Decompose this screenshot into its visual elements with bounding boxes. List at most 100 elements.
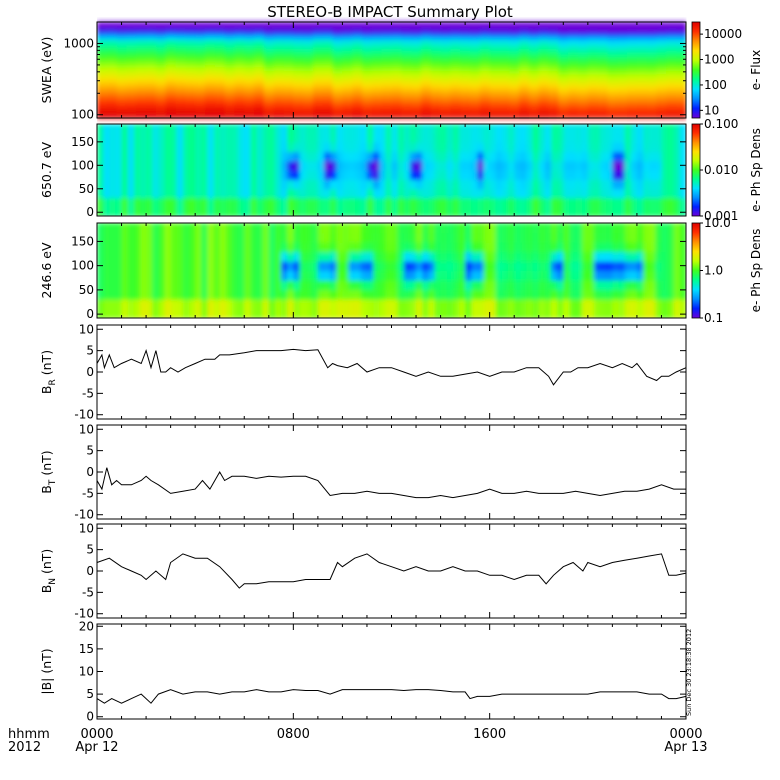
- panel-swea-cell: [401, 46, 412, 50]
- panel-pad246-cell: [287, 242, 294, 253]
- panel-pad246-cell: [446, 280, 454, 291]
- panel-pad650-cell: [115, 160, 123, 171]
- panel-swea-cell: [97, 100, 108, 105]
- panel-swea-cell: [460, 83, 471, 88]
- panel-swea-cell: [401, 66, 412, 71]
- panel-pad246-cell: [121, 261, 129, 272]
- panel-pad246-cell: [593, 261, 601, 272]
- panel-swea-cell: [332, 35, 343, 40]
- panel-pad246-cell: [618, 223, 626, 234]
- panel-swea-cell: [528, 76, 540, 81]
- panel-swea-cell: [568, 97, 579, 102]
- panel-pad246-cell: [403, 261, 411, 272]
- panel-swea-cell: [165, 83, 177, 88]
- x-tick-label-time: 0800: [277, 727, 310, 742]
- panel-swea-cell: [666, 100, 677, 105]
- panel-swea-cell: [401, 114, 412, 119]
- panel-pad246-cell: [287, 251, 294, 262]
- panel-pad246-cell: [330, 261, 337, 272]
- panel-swea-cell: [312, 83, 324, 88]
- panel-pad650-cell: [557, 160, 564, 171]
- panel-pad650-cell: [293, 206, 301, 216]
- panel-swea-cell: [440, 104, 451, 109]
- panel-pad650-cell: [422, 179, 429, 189]
- panel-pad246-cell: [366, 270, 374, 281]
- panel-pad246-cell: [115, 299, 123, 310]
- panel-swea-cell: [263, 42, 275, 47]
- panel-pad650-cell: [201, 133, 209, 143]
- panel-swea-cell: [676, 22, 687, 26]
- panel-pad650-cell: [471, 151, 478, 162]
- panel-pad246-cell: [317, 223, 325, 234]
- panel-pad246-cell: [434, 232, 442, 243]
- panel-swea-cell: [519, 46, 530, 50]
- panel-swea-cell: [499, 80, 510, 85]
- panel-swea-cell: [185, 76, 196, 81]
- panel-pad246-cell: [673, 242, 681, 253]
- panel-swea-cell: [234, 107, 245, 112]
- panel-pad246-cell: [379, 270, 386, 281]
- panel-bt-ytick-label: -10: [74, 508, 94, 522]
- panel-pad650-cell: [593, 160, 601, 171]
- panel-swea-cell: [519, 114, 530, 119]
- panel-pad246-cell: [520, 261, 528, 272]
- panel-swea-cell: [263, 56, 275, 61]
- panel-swea-cell: [136, 63, 147, 68]
- panel-pad650-cell: [409, 197, 417, 208]
- panel-pad246-cell: [636, 308, 644, 318]
- panel-pad650-cell: [287, 142, 294, 153]
- panel-swea-cell: [254, 90, 265, 95]
- panel-swea-cell: [607, 28, 618, 33]
- panel-pad246-cell: [551, 261, 558, 272]
- panel-pad650-cell: [182, 124, 190, 134]
- panel-pad650-cell: [207, 197, 215, 208]
- panel-swea-cell: [175, 70, 186, 74]
- panel-swea-cell: [470, 22, 481, 26]
- panel-pad246-cell: [514, 242, 521, 253]
- panel-pad650-cell: [581, 142, 589, 153]
- panel-swea-cell: [352, 114, 363, 119]
- panel-swea-cell: [607, 25, 618, 30]
- panel-swea-cell: [165, 111, 177, 116]
- panel-pad650-cell: [158, 151, 166, 162]
- panel-swea-cell: [234, 114, 245, 119]
- panel-swea-cell: [175, 73, 186, 78]
- panel-pad650-cell: [649, 170, 656, 180]
- panel-swea-cell: [597, 42, 608, 47]
- panel-swea-cell: [528, 100, 540, 105]
- panel-swea-cell: [499, 73, 510, 78]
- panel-pad246-cell: [434, 270, 442, 281]
- panel-swea-cell: [175, 25, 186, 30]
- panel-pad650-cell: [379, 170, 386, 180]
- panel-pad246-cell: [458, 280, 466, 291]
- panel-pad246-cell: [373, 251, 380, 262]
- panel-pad246-cell: [262, 280, 270, 291]
- panel-pad246-cell: [287, 261, 294, 272]
- panel-pad650-cell: [575, 170, 583, 180]
- panel-swea-cell: [136, 104, 147, 109]
- panel-swea-cell: [479, 42, 491, 47]
- panel-swea-cell: [460, 52, 471, 57]
- panel-swea-cell: [116, 100, 127, 105]
- panel-pad650-cell: [477, 160, 485, 171]
- panel-swea-cell: [479, 46, 491, 50]
- panel-swea-cell: [116, 90, 127, 95]
- panel-pad246-cell: [606, 299, 613, 310]
- panel-pad650-cell: [360, 179, 368, 189]
- panel-swea-cell: [224, 63, 235, 68]
- panel-swea-cell: [312, 107, 324, 112]
- panel-pad246-colorbar-label: e- Ph Sp Dens: [749, 229, 763, 313]
- panel-pad246-cell: [176, 270, 184, 281]
- panel-pad650-cell: [238, 188, 245, 199]
- panel-swea-cell: [283, 90, 294, 95]
- panel-pad650-cell: [679, 133, 686, 143]
- panel-swea-cell: [450, 66, 461, 71]
- panel-pad246-cell: [624, 232, 632, 243]
- panel-pad246-cell: [238, 308, 245, 318]
- panel-pad246-cell: [274, 308, 282, 318]
- panel-pad650-cell: [360, 124, 368, 134]
- panel-swea-cell: [214, 80, 226, 85]
- panel-pad246-cell: [238, 242, 245, 253]
- panel-pad246-cell: [336, 299, 344, 310]
- panel-pad650-cell: [342, 142, 350, 153]
